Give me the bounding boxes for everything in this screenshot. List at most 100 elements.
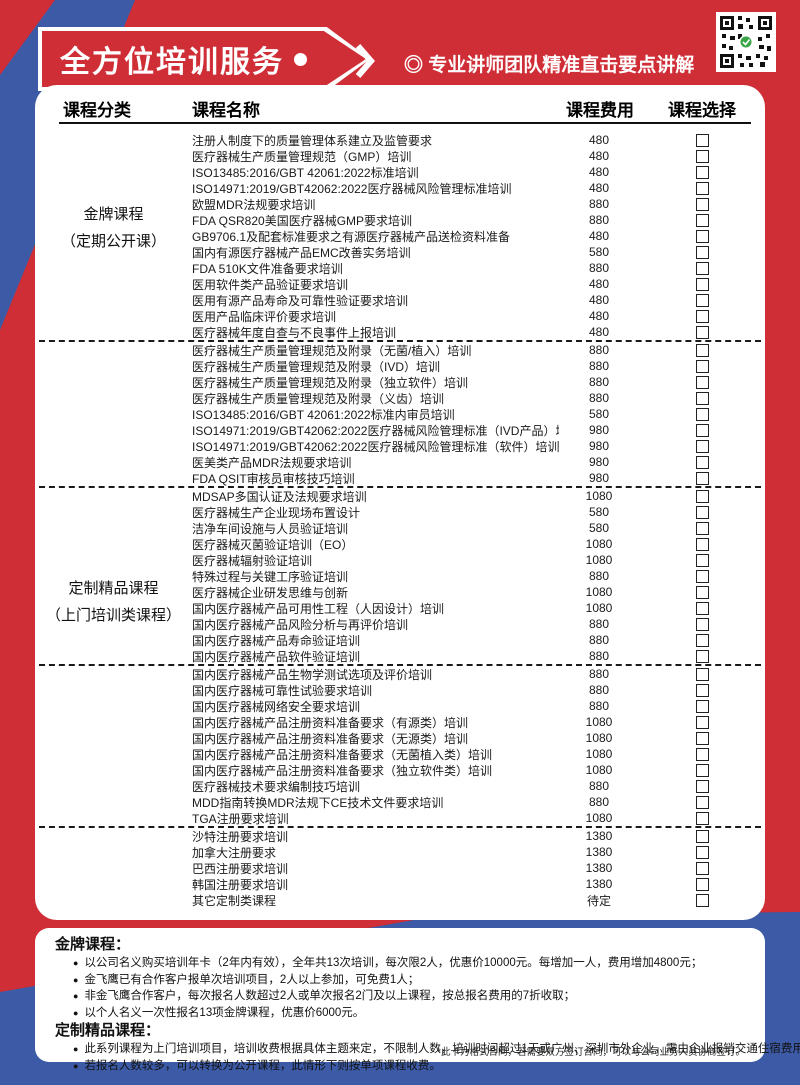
- course-checkbox[interactable]: [695, 731, 709, 745]
- course-checkbox[interactable]: [695, 407, 709, 421]
- table-row: 医疗器械灭菌验证培训（EO） 1080: [35, 536, 765, 552]
- course-checkbox[interactable]: [695, 471, 709, 485]
- course-checkbox[interactable]: [695, 747, 709, 761]
- course-select-cell: [639, 391, 765, 405]
- course-checkbox[interactable]: [695, 261, 709, 275]
- course-select-cell: [639, 667, 765, 681]
- course-checkbox[interactable]: [695, 649, 709, 663]
- column-header-select: 课程选择: [668, 101, 736, 120]
- course-fee: 580: [588, 245, 610, 259]
- course-checkbox[interactable]: [695, 391, 709, 405]
- course-fee: 880: [588, 617, 610, 631]
- course-checkbox[interactable]: [695, 829, 709, 843]
- course-checkbox[interactable]: [695, 181, 709, 195]
- note-text: 非金飞鹰合作客户，每次报名人数超过2人或单次报名2门及以上课程，按总报名费用的7…: [84, 990, 576, 1002]
- course-checkbox[interactable]: [695, 213, 709, 227]
- course-checkbox[interactable]: [695, 861, 709, 875]
- course-checkbox[interactable]: [695, 715, 709, 729]
- table-row: 医疗器械年度自查与不良事件上报培训 480: [35, 324, 765, 340]
- course-checkbox[interactable]: [695, 811, 709, 825]
- course-select-cell: [639, 537, 765, 551]
- course-fee: 880: [588, 359, 610, 373]
- course-name: 沙特注册要求培训: [192, 829, 289, 844]
- course-checkbox[interactable]: [695, 165, 709, 179]
- table-row: 医用有源产品寿命及可靠性验证要求培训 480: [35, 292, 765, 308]
- course-fee: 1080: [585, 811, 613, 825]
- course-select-cell: [639, 521, 765, 535]
- course-select-cell: [639, 893, 765, 907]
- course-checkbox[interactable]: [695, 505, 709, 519]
- note-text: 此系列课程为上门培训项目，培训收费根据具体主题来定，不限制人数，培训时间超过1天…: [84, 1043, 800, 1055]
- course-fee: 580: [588, 407, 610, 421]
- course-checkbox[interactable]: [695, 375, 709, 389]
- course-select-cell: [639, 375, 765, 389]
- course-checkbox[interactable]: [695, 877, 709, 891]
- course-checkbox[interactable]: [695, 633, 709, 647]
- course-checkbox[interactable]: [695, 133, 709, 147]
- course-name: 国内医疗器械产品生物学测试选项及评价培训: [192, 667, 433, 682]
- header-divider: [59, 122, 751, 124]
- table-row: 洁净车间设施与人员验证培训 580: [35, 520, 765, 536]
- note-bullet: ● 非金飞鹰合作客户，每次报名人数超过2人或单次报名2门及以上课程，按总报名费用的…: [73, 988, 747, 1005]
- course-checkbox[interactable]: [695, 779, 709, 793]
- course-select-cell: [639, 261, 765, 275]
- page-title: 全方位培训服务: [60, 46, 284, 79]
- course-fee: 1380: [585, 829, 613, 843]
- course-checkbox[interactable]: [695, 569, 709, 583]
- course-checkbox[interactable]: [695, 585, 709, 599]
- course-name: 国内医疗器械产品可用性工程（人因设计）培训: [192, 601, 445, 616]
- course-name: 医疗器械生产质量管理规范及附录（独立软件）培训: [192, 375, 469, 390]
- course-checkbox[interactable]: [695, 423, 709, 437]
- course-checkbox[interactable]: [695, 229, 709, 243]
- course-fee: 880: [588, 391, 610, 405]
- table-row: 国内医疗器械产品寿命验证培训 880: [35, 632, 765, 648]
- course-checkbox[interactable]: [695, 197, 709, 211]
- course-checkbox[interactable]: [695, 293, 709, 307]
- table-row: FDA QSIT审核员审核技巧培训 980: [35, 470, 765, 486]
- course-name: 医疗器械生产质量管理规范及附录（无菌/植入）培训: [192, 343, 472, 358]
- notes-container: 金牌课程： ● 以公司名义购买培训年卡（2年内有效），全年共13次培训，每次限2人，…: [55, 935, 800, 1074]
- note-text: 以公司名义购买培训年卡（2年内有效），全年共13次培训，每次限2人，优惠价100…: [84, 957, 703, 969]
- course-checkbox[interactable]: [695, 489, 709, 503]
- course-checkbox[interactable]: [695, 601, 709, 615]
- course-checkbox[interactable]: [695, 359, 709, 373]
- table-row: 韩国注册要求培训 1380: [35, 876, 765, 892]
- course-checkbox[interactable]: [695, 667, 709, 681]
- course-name: 洁净车间设施与人员验证培训: [192, 521, 349, 536]
- table-row: 国内医疗器械产品软件验证培训 880: [35, 648, 765, 664]
- course-select-cell: [639, 309, 765, 323]
- course-checkbox[interactable]: [695, 683, 709, 697]
- course-checkbox[interactable]: [695, 343, 709, 357]
- course-select-cell: [639, 359, 765, 373]
- course-checkbox[interactable]: [695, 537, 709, 551]
- course-checkbox[interactable]: [695, 553, 709, 567]
- course-checkbox[interactable]: [695, 763, 709, 777]
- course-checkbox[interactable]: [695, 439, 709, 453]
- course-fee: 880: [588, 699, 610, 713]
- table-row: 医疗器械生产企业现场布置设计 580: [35, 504, 765, 520]
- course-select-cell: [639, 747, 765, 761]
- course-checkbox[interactable]: [695, 521, 709, 535]
- course-checkbox[interactable]: [695, 455, 709, 469]
- table-row: TGA注册要求培训 1080: [35, 810, 765, 826]
- course-fee: 1380: [585, 845, 613, 859]
- course-checkbox[interactable]: [695, 245, 709, 259]
- course-checkbox[interactable]: [695, 893, 709, 907]
- column-header-name: 课程名称: [192, 101, 260, 120]
- course-checkbox[interactable]: [695, 795, 709, 809]
- course-select-cell: [639, 633, 765, 647]
- course-checkbox[interactable]: [695, 277, 709, 291]
- course-fee: 980: [588, 455, 610, 469]
- course-select-cell: [639, 845, 765, 859]
- course-fee: 880: [588, 343, 610, 357]
- course-checkbox[interactable]: [695, 325, 709, 339]
- course-checkbox[interactable]: [695, 149, 709, 163]
- note-text: 若报名人数较多，可以转换为公开课程，此情形下则按单项课程收费。: [84, 1059, 441, 1072]
- course-checkbox[interactable]: [695, 309, 709, 323]
- course-fee: 480: [588, 293, 610, 307]
- table-row: ISO14971:2019/GBT42062:2022医疗器械风险管理标准培训 4…: [35, 180, 765, 196]
- course-checkbox[interactable]: [695, 699, 709, 713]
- course-checkbox[interactable]: [695, 617, 709, 631]
- course-checkbox[interactable]: [695, 845, 709, 859]
- table-row: 沙特注册要求培训 1380: [35, 828, 765, 844]
